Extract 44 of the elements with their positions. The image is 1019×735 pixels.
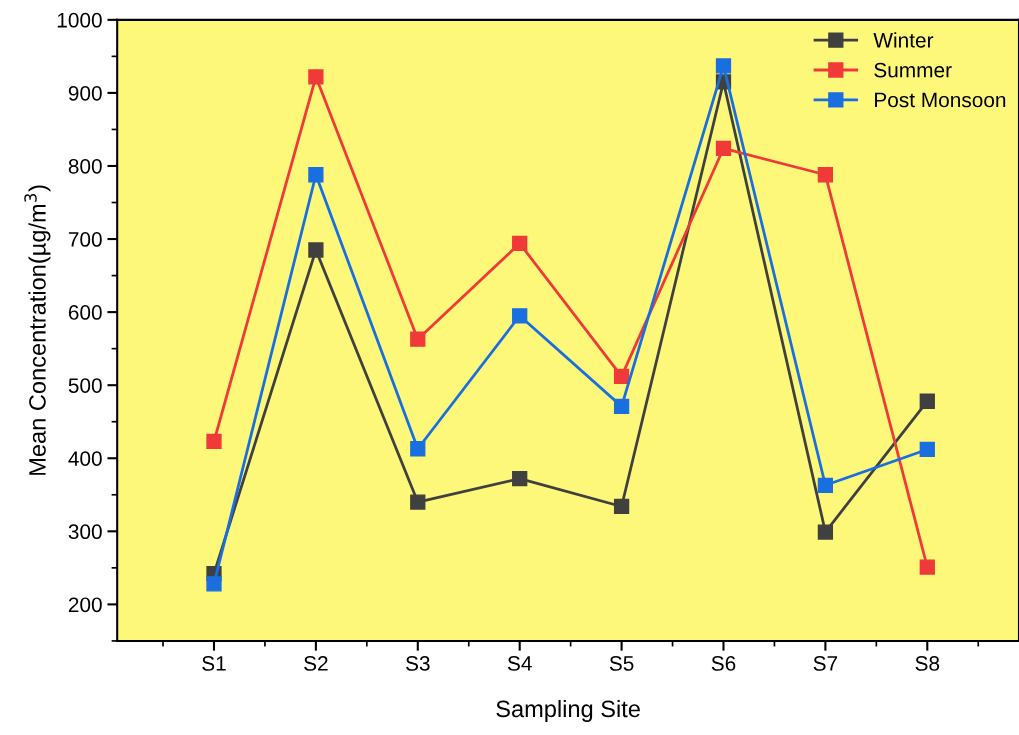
point [817, 524, 834, 540]
y-tick-label: 1000 [57, 12, 102, 28]
legend-label: Post Monsoon [875, 92, 1006, 108]
point [715, 140, 732, 157]
point [613, 368, 630, 385]
x-tick-label: S7 [813, 656, 838, 671]
point [919, 441, 935, 458]
point [206, 433, 222, 450]
point [308, 242, 324, 258]
y-tick-label: 400 [68, 451, 102, 466]
point [410, 331, 426, 347]
y-tick-label: 200 [68, 597, 102, 613]
y-tick-label: 700 [68, 232, 102, 247]
x-tick-label: S4 [507, 656, 532, 671]
point [817, 167, 834, 183]
point [512, 235, 528, 252]
x-tick-label: S3 [406, 656, 430, 671]
y-tick-label: 500 [68, 378, 102, 393]
y-tick-label: 600 [68, 305, 102, 320]
point [715, 58, 732, 74]
point [512, 471, 528, 487]
point [206, 576, 222, 592]
y-tick-label: 300 [68, 524, 102, 540]
x-tick-label: S6 [711, 656, 736, 671]
point [512, 308, 528, 324]
x-axis-title: Sampling Site [496, 699, 640, 722]
point [308, 167, 324, 183]
point [308, 69, 324, 85]
point [410, 441, 426, 457]
y-tick-label: 900 [68, 85, 102, 101]
point [613, 498, 630, 515]
point [919, 559, 935, 575]
x-tick-label: S8 [915, 656, 940, 671]
x-tick-label: S5 [609, 656, 634, 671]
point [613, 398, 630, 415]
point [410, 494, 426, 510]
x-tick-label: S2 [304, 656, 328, 671]
x-tick-label: S1 [202, 656, 226, 671]
y-axis-title: Mean Concentration(µg/m$^{3}$) [24, 185, 51, 475]
legend-label: Summer [874, 62, 952, 78]
point [919, 393, 935, 409]
legend-label: Winter [873, 32, 934, 48]
point [817, 477, 834, 493]
y-tick-label: 800 [68, 158, 102, 174]
